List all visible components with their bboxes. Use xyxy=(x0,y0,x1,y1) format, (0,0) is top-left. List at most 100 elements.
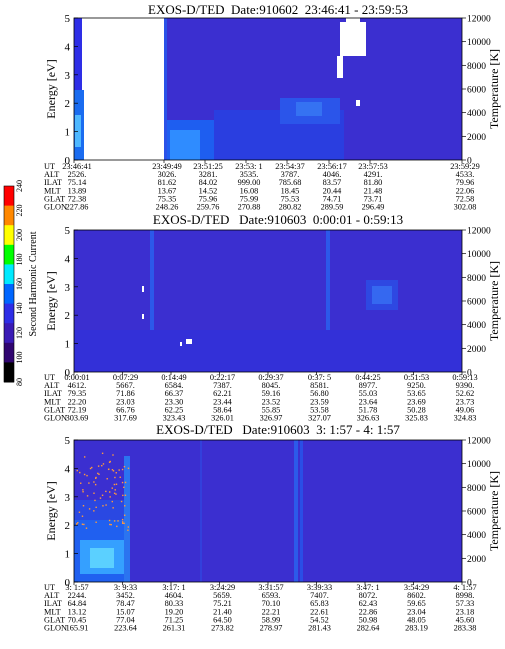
spectrogram-dot xyxy=(115,493,117,495)
orbit-table-cell: 72.58 xyxy=(456,194,475,203)
y2-tick-label: 2000 xyxy=(467,555,486,565)
orbit-table-cell: 23:53: 1 xyxy=(235,162,262,171)
orbit-table-cell: 20.44 xyxy=(323,186,343,195)
spectrogram-region xyxy=(372,286,392,304)
spectrogram-dot xyxy=(127,529,129,531)
orbit-table-cell: 14.52 xyxy=(199,186,218,195)
orbit-table-cell: 75.21 xyxy=(213,599,232,608)
spectrogram-dot xyxy=(118,469,120,471)
orbit-table-cell: 317.69 xyxy=(114,414,137,423)
orbit-table-cell: 77.04 xyxy=(116,615,136,624)
orbit-row-label: GLON xyxy=(44,624,67,633)
spectrogram-dot xyxy=(99,497,102,499)
y2-tick-label: 8000 xyxy=(467,62,486,72)
orbit-table-cell: 273.82 xyxy=(211,624,234,633)
spectrogram-dot xyxy=(83,456,86,458)
spectrogram-dot xyxy=(93,510,95,512)
orbit-table-cell: 21.48 xyxy=(364,186,383,195)
y2-tick-label: 6000 xyxy=(467,86,486,96)
spectrogram-dot xyxy=(123,465,126,468)
y-tick-label: 5 xyxy=(65,13,71,25)
y2-tick-label: 12000 xyxy=(467,437,491,447)
orbit-table-cell: 0:00:01 xyxy=(64,373,89,382)
spectrogram-dot xyxy=(111,469,114,471)
orbit-table-cell: 58.99 xyxy=(262,615,281,624)
colorbar-tick-label: 140 xyxy=(15,303,24,315)
y2-tick-label: 0 xyxy=(467,579,472,589)
y-tick-label: 3 xyxy=(65,492,71,504)
orbit-table-cell: 325.83 xyxy=(405,414,428,423)
spectrogram-dot xyxy=(109,460,111,463)
spectrogram-dot xyxy=(85,527,88,529)
spectrogram-region xyxy=(164,18,167,160)
orbit-table-cell: 6593. xyxy=(262,591,281,600)
colorbar-segment xyxy=(4,362,14,383)
orbit-table-cell: 23.59 xyxy=(310,397,329,406)
orbit-row-label: UT xyxy=(44,583,55,592)
colorbar-tick-label: 180 xyxy=(15,254,24,266)
y2-tick-label: 2000 xyxy=(467,345,486,355)
orbit-table-cell: 79.35 xyxy=(68,389,87,398)
spectrogram-dot xyxy=(102,505,104,507)
orbit-table-cell: 72.19 xyxy=(68,405,87,414)
colorbar-segment xyxy=(4,342,14,363)
spectrogram-dot xyxy=(112,507,114,509)
orbit-row-label: MLT xyxy=(44,397,61,406)
colorbar-segment xyxy=(4,186,14,207)
spectrogram-dot xyxy=(116,525,118,528)
spectrogram-region xyxy=(142,314,144,319)
spectrogram-dot xyxy=(91,466,93,469)
orbit-table-cell: 62.21 xyxy=(213,389,232,398)
orbit-table-cell: 282.64 xyxy=(357,624,381,633)
spectrogram-dot xyxy=(76,523,78,525)
y2-tick-label: 12000 xyxy=(467,227,491,237)
spectrogram-region xyxy=(337,56,343,78)
orbit-table-cell: 64.50 xyxy=(213,615,232,624)
orbit-table-cell: 81.80 xyxy=(364,178,383,187)
orbit-table-cell: 3026. xyxy=(158,170,177,179)
orbit-table-cell: 59.16 xyxy=(262,389,281,398)
orbit-table-cell: 9390. xyxy=(456,381,475,390)
orbit-table-cell: 281.43 xyxy=(308,624,331,633)
orbit-table-cell: 23.04 xyxy=(407,607,427,616)
spectrogram-dot xyxy=(123,486,125,489)
orbit-table-cell: 3:17: 1 xyxy=(162,583,185,592)
spectrogram-dot xyxy=(86,474,88,477)
orbit-table-cell: 3: 1:57 xyxy=(65,583,88,592)
spectrogram-dot xyxy=(113,520,116,522)
spectrogram-dot xyxy=(108,468,110,470)
y2-tick-label: 8000 xyxy=(467,274,486,284)
orbit-table-cell: 62.25 xyxy=(165,405,184,414)
y-tick-label: 1 xyxy=(65,127,71,139)
spectrogram-region xyxy=(356,100,360,106)
orbit-table-cell: 23:49:49 xyxy=(152,162,182,171)
orbit-table-cell: 23.30 xyxy=(165,397,184,406)
orbit-table-cell: 8998. xyxy=(456,591,475,600)
y-tick-label: 2 xyxy=(65,310,71,322)
orbit-table-cell: 3:47: 1 xyxy=(356,583,379,592)
orbit-table-cell: 18.45 xyxy=(281,186,300,195)
y-tick-label: 1 xyxy=(65,339,71,351)
spectrogram-dot xyxy=(94,483,97,486)
orbit-table-cell: 23:54:37 xyxy=(275,162,305,171)
orbit-table-cell: 999.00 xyxy=(238,178,261,187)
spectrogram-dot xyxy=(101,452,104,455)
spectrogram-dot xyxy=(115,483,118,485)
orbit-table-cell: 80.33 xyxy=(165,599,184,608)
spectrogram-dot xyxy=(114,489,116,491)
orbit-table-cell: 23.69 xyxy=(407,397,426,406)
orbit-row-label: ILAT xyxy=(44,599,62,608)
y-tick-label: 4 xyxy=(65,41,71,53)
spectrogram-region xyxy=(90,548,114,568)
orbit-row-label: ALT xyxy=(44,170,59,179)
spectrogram-dot xyxy=(114,476,116,479)
spectrogram-dot xyxy=(82,489,84,491)
orbit-table-cell: 0:07:29 xyxy=(113,373,138,382)
spectrogram-dot xyxy=(119,476,121,478)
orbit-table-cell: 326.97 xyxy=(260,414,283,423)
orbit-table-cell: 289.59 xyxy=(321,203,344,212)
spectrogram-dot xyxy=(122,494,124,497)
orbit-table-cell: 9250. xyxy=(407,381,426,390)
orbit-row-label: GLAT xyxy=(44,405,65,414)
orbit-table-cell: 23:59:29 xyxy=(450,162,480,171)
